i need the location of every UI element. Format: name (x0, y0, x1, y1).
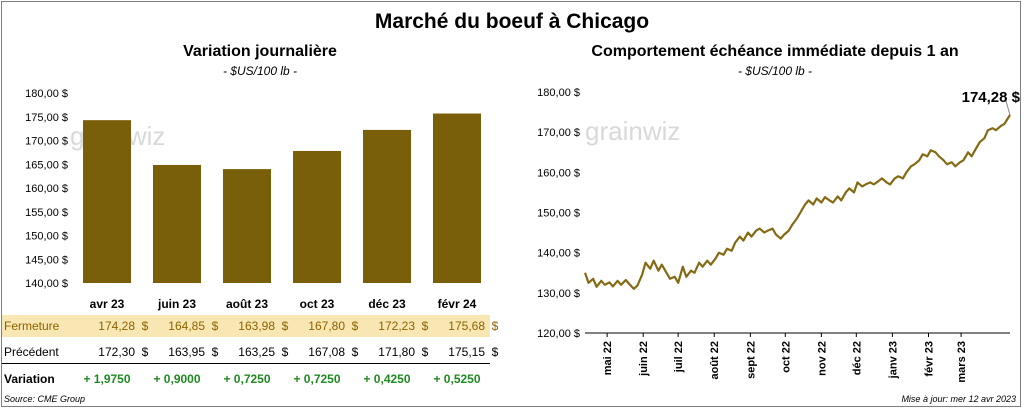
x-tick-label: nov 22 (816, 341, 828, 376)
left-chart-title: Variation journalière (183, 43, 337, 60)
bar (223, 169, 271, 283)
y-tick-label: 145,00 $ (25, 254, 68, 266)
x-tick-label: déc 22 (851, 341, 863, 375)
x-tick-label: juin 23 (157, 297, 196, 311)
close-row: Fermeture 174,28 $164,85 $163,98 $167,80 $17… (2, 315, 498, 337)
previous-value: 175,15 (448, 345, 485, 359)
line-chart: grainwiz 120,00 $ 130,00 $ 140,00 $ 150,00 $… (537, 87, 1021, 383)
variation-row: Variation + 1,9750 + 0,9000 + 0,7250 + 0,72… (2, 368, 490, 390)
y-tick-label: 165,00 $ (25, 159, 68, 171)
close-value: 167,80 (308, 319, 345, 333)
variation-value: + 0,4250 (363, 372, 411, 386)
x-tick-label: oct 23 (300, 297, 335, 311)
previous-value: 172,30 (98, 345, 135, 359)
dollar-sign: $ (491, 319, 499, 333)
close-value: 175,68 (448, 319, 485, 333)
dollar-sign: $ (421, 345, 429, 359)
watermark: grainwiz (585, 116, 680, 146)
y-tick-label: 120,00 $ (537, 328, 580, 340)
dollar-sign: $ (351, 345, 359, 359)
previous-row-label: Précédent (4, 345, 59, 359)
bar (153, 164, 201, 283)
x-tick-label: déc 23 (368, 297, 406, 311)
previous-row: Précédent 172,30 $163,95 $163,25 $167,08 $17… (2, 341, 498, 364)
last-value-leader (1005, 100, 1011, 116)
previous-value: 163,25 (238, 345, 275, 359)
dollar-sign: $ (421, 319, 429, 333)
last-value-label: 174,28 $ (962, 89, 1021, 106)
x-tick-label: oct 22 (780, 341, 792, 373)
previous-value: 171,80 (378, 345, 415, 359)
close-value: 174,28 (98, 319, 135, 333)
dollar-sign: $ (141, 319, 149, 333)
y-tick-label: 150,00 $ (25, 231, 68, 243)
y-tick-label: 155,00 $ (25, 207, 68, 219)
x-tick-label: juil 22 (673, 341, 685, 373)
close-value: 172,23 (378, 319, 415, 333)
variation-value: + 0,9000 (153, 372, 201, 386)
y-tick-label: 130,00 $ (537, 288, 580, 300)
dollar-sign: $ (351, 319, 359, 333)
update-note: Mise à jour: mer 12 avr 2023 (901, 394, 1016, 404)
bar-chart: grainwiz140,00 $145,00 $150,00 $155,00 $… (25, 88, 481, 311)
variation-value: + 1,9750 (83, 372, 131, 386)
variation-value: + 0,7250 (223, 372, 271, 386)
y-tick-label: 180,00 $ (25, 88, 68, 100)
y-tick-label: 170,00 $ (537, 127, 580, 139)
y-tick-label: 150,00 $ (537, 208, 580, 220)
x-tick-label: août 22 (709, 341, 721, 380)
bar (433, 113, 481, 284)
source-note: Source: CME Group (4, 394, 86, 404)
dollar-sign: $ (491, 345, 499, 359)
variation-value: + 0,7250 (293, 372, 341, 386)
x-tick-label: août 23 (226, 297, 268, 311)
x-tick-label: avr 23 (90, 297, 125, 311)
y-tick-label: 170,00 $ (25, 136, 68, 148)
x-tick-label: juin 22 (638, 341, 650, 377)
main-title: Marché du boeuf à Chicago (374, 10, 650, 33)
y-tick-label: 175,00 $ (25, 112, 68, 124)
y-tick-label: 140,00 $ (537, 248, 580, 260)
close-value: 163,98 (238, 319, 275, 333)
close-value: 164,85 (168, 319, 205, 333)
price-line (583, 114, 1011, 290)
previous-value: 167,08 (308, 345, 345, 359)
y-tick-label: 160,00 $ (25, 183, 68, 195)
right-chart-title: Comportement échéance immédiate depuis 1… (591, 43, 959, 60)
previous-value: 163,95 (168, 345, 205, 359)
variation-value: + 0,5250 (433, 372, 481, 386)
left-chart-subtitle: - $US/100 lb - (222, 64, 298, 78)
y-tick-label: 140,00 $ (25, 278, 68, 290)
x-tick-label: févr 23 (923, 341, 935, 376)
dollar-sign: $ (281, 319, 289, 333)
variation-row-label: Variation (4, 372, 55, 386)
y-tick-label: 180,00 $ (537, 87, 580, 99)
y-tick-label: 160,00 $ (537, 167, 580, 179)
right-chart-subtitle: - $US/100 lb - (737, 64, 813, 78)
dollar-sign: $ (281, 345, 289, 359)
dollar-sign: $ (141, 345, 149, 359)
x-tick-label: janv 23 (887, 341, 899, 379)
x-tick-label: mai 22 (602, 341, 614, 375)
close-row-label: Fermeture (4, 319, 60, 333)
bar (363, 129, 411, 283)
x-tick-label: sept 22 (745, 341, 757, 379)
dollar-sign: $ (211, 319, 219, 333)
bar (293, 150, 341, 283)
x-tick-label: mars 23 (956, 341, 968, 383)
dollar-sign: $ (211, 345, 219, 359)
x-tick-label: févr 24 (438, 297, 477, 311)
bar (83, 120, 131, 283)
